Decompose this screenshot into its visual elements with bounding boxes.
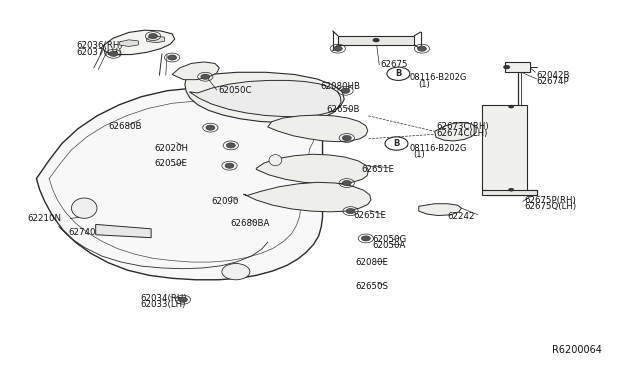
Text: 62651E: 62651E [362, 164, 394, 173]
Polygon shape [185, 72, 344, 122]
Circle shape [342, 135, 351, 141]
Polygon shape [244, 182, 371, 212]
Text: 62674C(LH): 62674C(LH) [436, 129, 487, 138]
Text: 62080HB: 62080HB [320, 82, 360, 91]
Text: B: B [393, 139, 399, 148]
Circle shape [148, 33, 157, 39]
Polygon shape [435, 122, 476, 141]
Ellipse shape [269, 155, 282, 166]
Polygon shape [483, 105, 537, 195]
Text: 62651E: 62651E [353, 211, 386, 220]
Circle shape [417, 46, 426, 51]
Text: 62050A: 62050A [372, 241, 406, 250]
Text: 62090: 62090 [212, 197, 239, 206]
Circle shape [373, 38, 380, 42]
Text: 62740: 62740 [68, 228, 96, 237]
Text: 62680B: 62680B [108, 122, 142, 131]
Text: R6200064: R6200064 [552, 345, 602, 355]
Circle shape [385, 137, 408, 150]
Text: 62050E: 62050E [154, 159, 188, 169]
Circle shape [109, 51, 118, 57]
Polygon shape [189, 80, 341, 116]
Circle shape [387, 67, 410, 80]
Polygon shape [172, 62, 220, 80]
Text: 62050C: 62050C [218, 86, 252, 94]
Circle shape [225, 163, 234, 168]
Circle shape [341, 88, 350, 93]
Polygon shape [147, 36, 164, 43]
Text: 08116-B202G: 08116-B202G [409, 144, 467, 153]
Circle shape [168, 55, 177, 60]
Text: 62675P(RH): 62675P(RH) [524, 196, 575, 205]
Circle shape [362, 236, 371, 241]
Text: 62037(LH): 62037(LH) [77, 48, 122, 57]
Text: 62033(LH): 62033(LH) [140, 300, 186, 310]
Polygon shape [96, 224, 151, 238]
Polygon shape [505, 62, 531, 72]
Text: 62080E: 62080E [356, 257, 388, 267]
Text: 62042B: 62042B [537, 71, 570, 80]
Circle shape [333, 46, 342, 51]
Text: 62036(RH): 62036(RH) [77, 41, 124, 50]
Text: 62673C(RH): 62673C(RH) [436, 122, 488, 131]
Polygon shape [256, 154, 369, 184]
Circle shape [227, 143, 236, 148]
Text: 62675: 62675 [381, 60, 408, 70]
Polygon shape [36, 87, 328, 280]
Text: 08116-B202G: 08116-B202G [409, 73, 467, 82]
Text: 62020H: 62020H [154, 144, 188, 153]
Text: 62650B: 62650B [326, 105, 360, 115]
Text: 62034(RH): 62034(RH) [140, 294, 187, 303]
Text: 62674P: 62674P [537, 77, 570, 86]
Text: B: B [395, 69, 401, 78]
Circle shape [222, 263, 250, 280]
Text: 62680BA: 62680BA [231, 219, 270, 228]
Polygon shape [419, 204, 461, 215]
Polygon shape [338, 36, 414, 45]
Polygon shape [268, 115, 368, 142]
Circle shape [201, 74, 210, 79]
Circle shape [509, 105, 514, 108]
Circle shape [509, 188, 514, 191]
Circle shape [504, 65, 510, 69]
Circle shape [206, 125, 215, 130]
Ellipse shape [72, 198, 97, 218]
Polygon shape [119, 40, 138, 46]
Circle shape [346, 209, 355, 214]
Text: 62650S: 62650S [356, 282, 388, 291]
Text: 62210N: 62210N [27, 214, 61, 223]
Circle shape [342, 180, 351, 186]
Circle shape [179, 297, 188, 302]
Text: (1): (1) [413, 151, 426, 160]
Text: 62675Q(LH): 62675Q(LH) [524, 202, 576, 211]
Text: 62050G: 62050G [372, 235, 406, 244]
Text: (1): (1) [418, 80, 430, 89]
Polygon shape [103, 30, 175, 55]
Text: 62242: 62242 [447, 212, 475, 221]
Polygon shape [483, 190, 537, 195]
